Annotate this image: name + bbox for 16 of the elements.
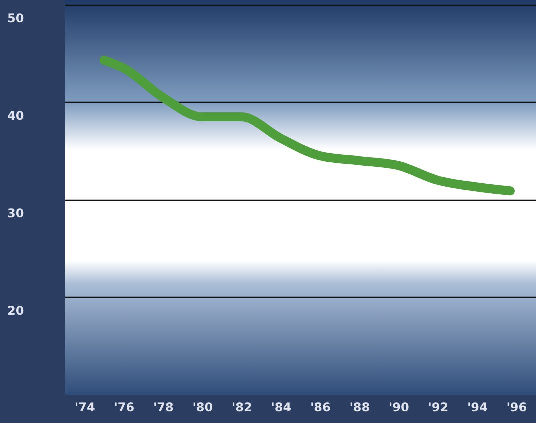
x-tick-label: '92 <box>428 400 449 414</box>
x-tick-label: '86 <box>310 400 331 414</box>
x-tick-label: '96 <box>506 400 528 414</box>
x-tick-label: '76 <box>114 400 135 414</box>
y-tick-label: 30 <box>8 206 24 220</box>
y-tick-label: 40 <box>8 108 24 123</box>
x-tick-label: '78 <box>153 400 174 414</box>
x-tick-label: '90 <box>388 400 410 414</box>
x-tick-label: '82 <box>232 400 252 414</box>
x-tick-label: '84 <box>271 400 292 414</box>
x-tick-label: '74 <box>74 400 96 414</box>
x-tick-label: '80 <box>192 400 214 414</box>
x-tick-label: '88 <box>350 400 370 414</box>
x-tick-label: '94 <box>467 400 488 414</box>
y-tick-label: 20 <box>8 304 24 318</box>
y-tick-label: 50 <box>8 11 24 26</box>
